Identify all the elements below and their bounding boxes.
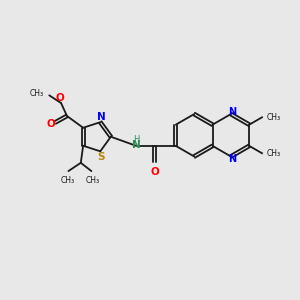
- Text: O: O: [150, 167, 159, 177]
- Text: CH₃: CH₃: [60, 176, 74, 185]
- Text: N: N: [98, 112, 106, 122]
- Text: CH₃: CH₃: [267, 113, 281, 122]
- Text: N: N: [228, 154, 236, 164]
- Text: O: O: [47, 119, 56, 129]
- Text: H: H: [133, 136, 140, 145]
- Text: N: N: [228, 107, 236, 117]
- Text: CH₃: CH₃: [267, 149, 281, 158]
- Text: CH₃: CH₃: [85, 176, 100, 185]
- Text: N: N: [132, 140, 141, 150]
- Text: O: O: [56, 93, 64, 103]
- Text: CH₃: CH₃: [30, 89, 44, 98]
- Text: S: S: [97, 152, 105, 162]
